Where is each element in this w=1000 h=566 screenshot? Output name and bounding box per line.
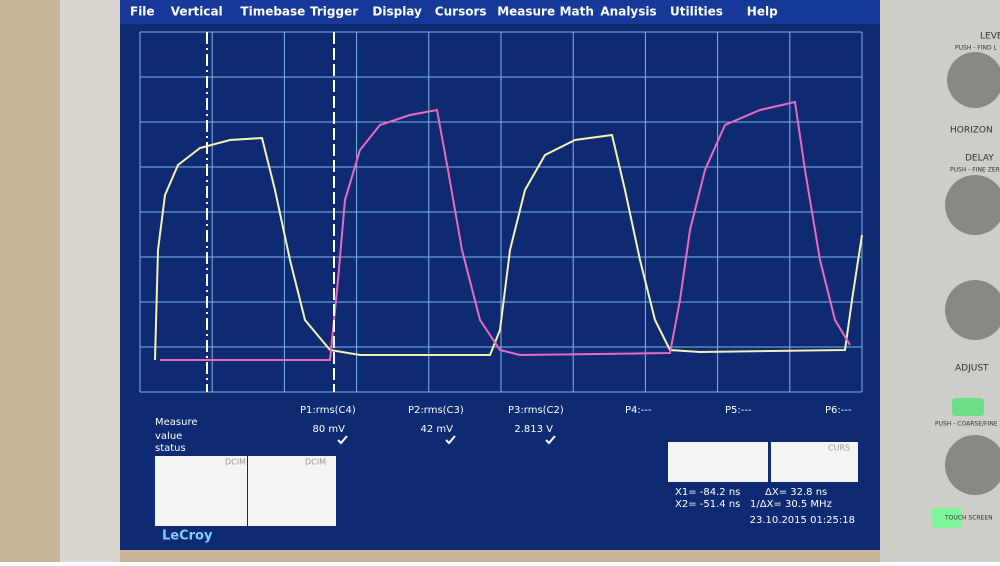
menu-item: File [130,5,155,19]
menu-item: Timebase [240,5,305,19]
menu-item: Math [560,5,594,19]
cursor-readout: X2= -51.4 ns [675,499,740,510]
param-value: 80 mV [313,424,346,435]
panel-label: PUSH - FINE ZERO [950,167,1000,174]
param-name: P3:rms(C2) [508,405,564,416]
menu-item: Measure [497,5,555,19]
menu-item: Cursors [435,5,487,19]
measure-row: status [155,443,186,454]
timestamp: 23.10.2015 01:25:18 [750,515,855,526]
menu-item: Help [747,5,778,19]
panel-label: PUSH - FIND L [955,45,998,52]
panel-label: TOUCH SCREEN [944,515,993,522]
box-label: DCIM [225,458,246,467]
brand: LeCroy [162,529,213,544]
menu-bar [120,0,880,24]
bezel-left [60,0,120,562]
panel-label: HORIZON [950,126,993,136]
param-value: 2.813 V [514,424,553,435]
led-button [952,398,984,416]
zoom-box [248,456,336,526]
param-name: P4:--- [625,405,652,416]
cursor-box [771,442,858,482]
knob [945,175,1000,235]
param-name: P6:--- [825,405,852,416]
menu-item: Utilities [670,5,723,19]
check-icon [545,435,556,445]
param-name: P1:rms(C4) [300,405,356,416]
measure-row: value [155,431,182,442]
trace-pink [160,100,851,361]
knob [945,435,1000,495]
menu: File Vertical Timebase Trigger Display Cursor… [130,5,778,19]
screen-texts: DCIM DCIM CURS X1= -84.2 ns ΔX= 32.8 ns X2= -… [162,444,855,544]
menu-item: Trigger [310,5,358,19]
panel-label: DELAY [965,154,994,164]
panel-label: PUSH - COARSE/FINE [935,421,998,428]
param-name: P5:--- [725,405,752,416]
check-icon [445,435,456,445]
measure-header: Measure [155,417,198,428]
cursor-readout: X1= -84.2 ns [675,487,740,498]
grid [139,31,863,393]
zoom-box [155,456,247,526]
knob [947,52,1000,108]
box-label: CURS [828,444,850,453]
menu-item: Vertical [171,5,223,19]
param-value: 42 mV [421,424,454,435]
trace-yellow [154,133,863,361]
box-label: DCIM [305,458,326,467]
panel-label: LEVEL [980,32,1000,42]
led-button [932,508,962,528]
front-panel-labels: LEVEL PUSH - FIND L HORIZON DELAY PUSH - FIN… [935,32,1000,522]
cursor-readout: ΔX= 32.8 ns [765,487,827,498]
check-icon [337,435,348,445]
param-name: P2:rms(C3) [408,405,464,416]
cursor-box [668,442,768,482]
cursor-readout: 1/ΔX= 30.5 MHz [750,499,832,510]
menu-item: Display [372,5,422,19]
panel-label: ADJUST [955,364,989,374]
knob [945,280,1000,340]
menu-item: Analysis [600,5,656,19]
